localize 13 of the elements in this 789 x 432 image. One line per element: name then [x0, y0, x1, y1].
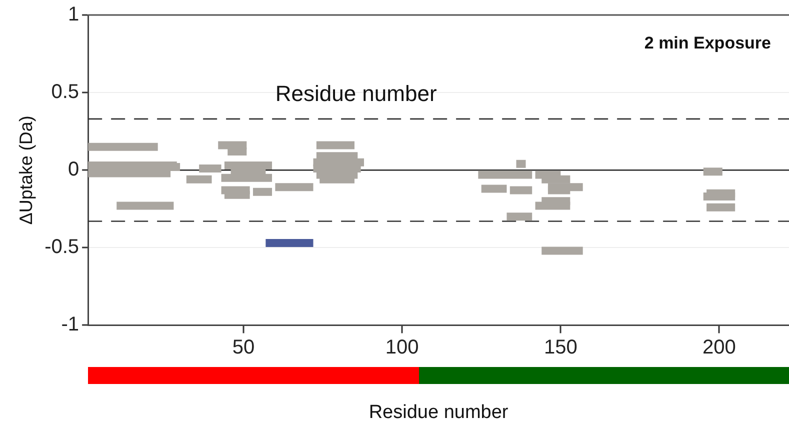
x-tick-label: 100	[385, 336, 419, 359]
y-axis-title: ΔUptake (Da)	[16, 116, 36, 225]
y-tick-label: 1	[68, 4, 80, 26]
x-tick-label: 150	[544, 336, 578, 359]
y-tick-label: 0	[68, 158, 80, 181]
y-tick-label: -1	[61, 314, 80, 336]
annotation: 2 min Exposure	[644, 34, 771, 53]
x-axis-title: Residue number	[368, 402, 509, 423]
x-tick-label: 200	[702, 336, 736, 359]
y-tick-label: -0.5	[44, 236, 80, 258]
annotation: Residue number	[275, 81, 437, 106]
x-tick-label: 50	[232, 336, 255, 359]
y-tick-label: 0.5	[51, 81, 80, 104]
